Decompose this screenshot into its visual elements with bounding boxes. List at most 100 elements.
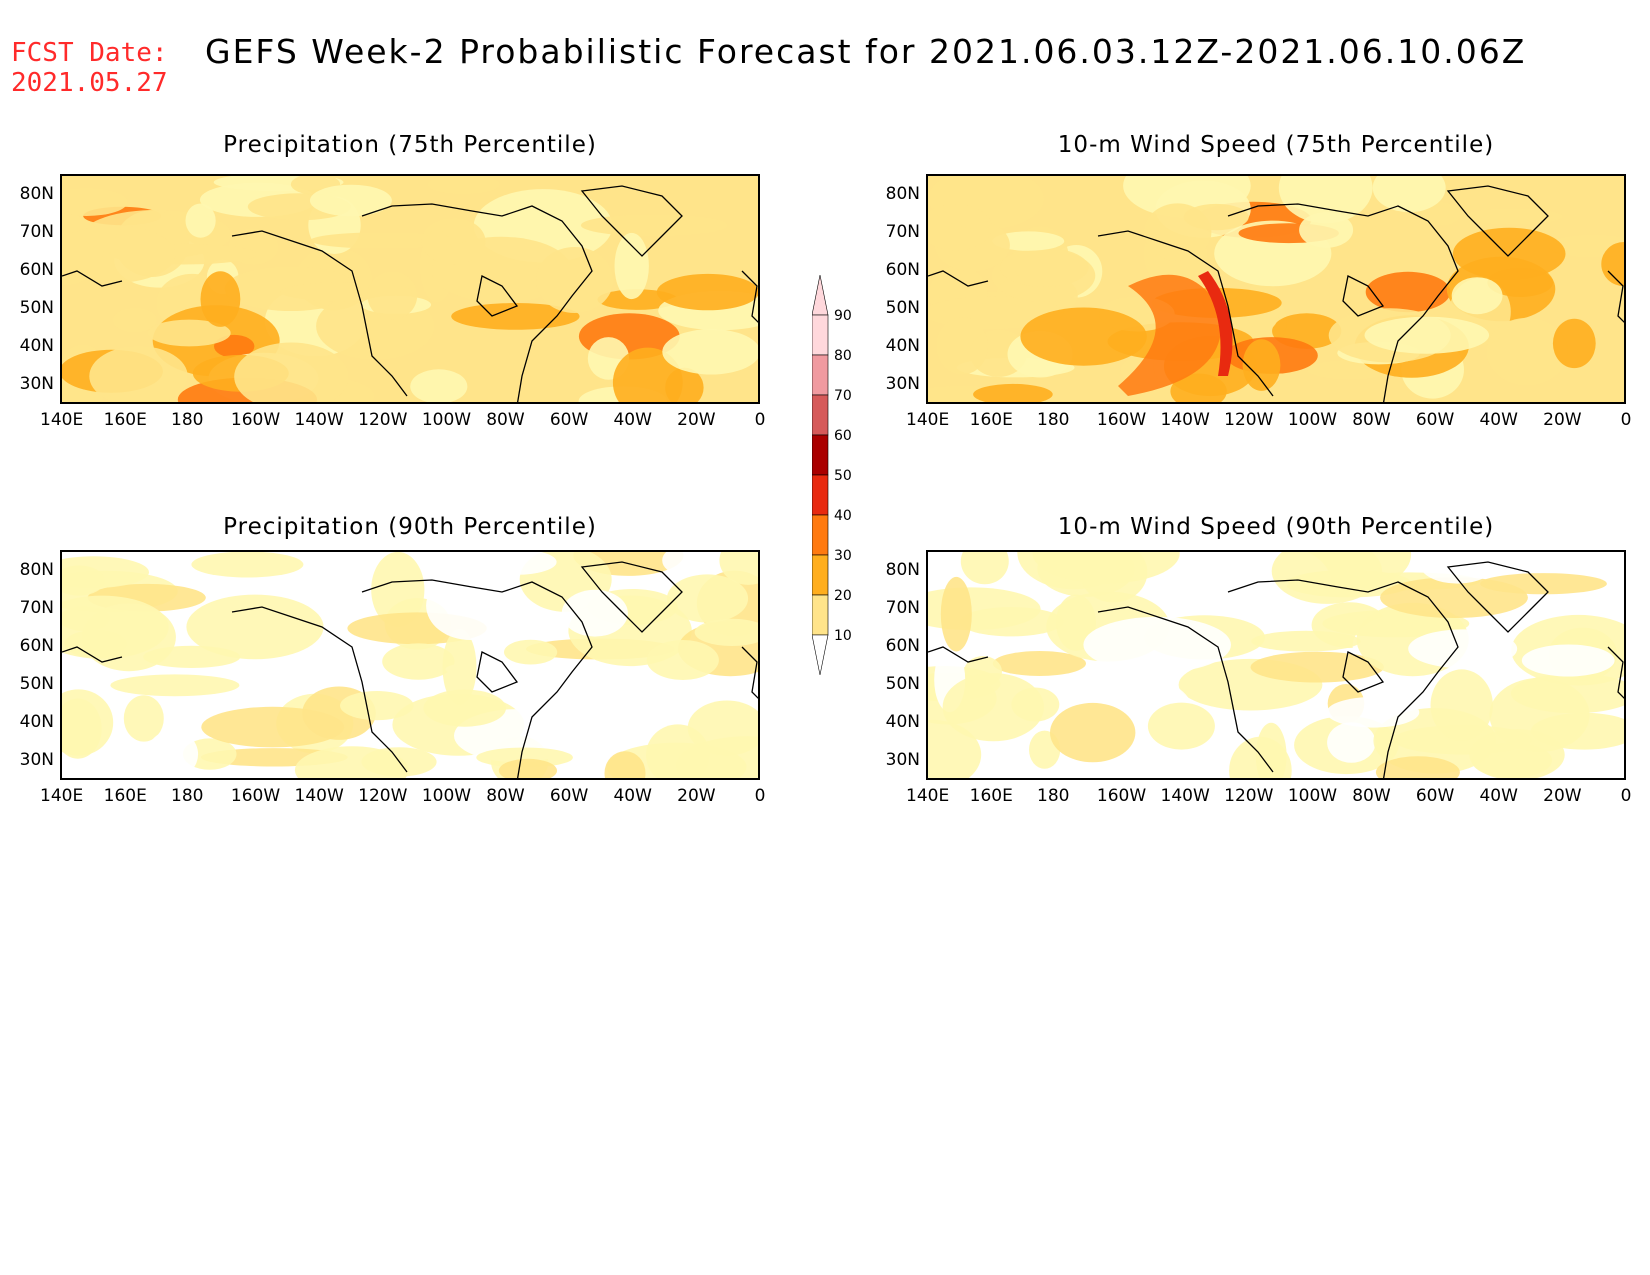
map-precip90 (60, 550, 760, 780)
x-tick-label: 160E (103, 786, 147, 806)
y-tick-label: 80N (19, 184, 54, 204)
fcst-date-value: 2021.05.27 (11, 68, 168, 98)
colorbar-segment (811, 314, 829, 356)
x-tick-label: 140W (294, 410, 344, 430)
colorbar-label: 20 (834, 588, 852, 604)
map-field-wind90 (928, 552, 1624, 778)
colorbar-segment (811, 434, 829, 476)
x-tick-label: 100W (421, 786, 472, 806)
x-tick-label: 0 (1620, 410, 1632, 430)
x-tick-label: 20W (677, 410, 716, 430)
map-precip75 (60, 174, 760, 404)
panel-title-precip75: Precipitation (75th Percentile) (223, 132, 597, 158)
y-tick-label: 70N (885, 222, 920, 242)
x-tick-label: 180 (171, 410, 204, 430)
map-field-precip75 (62, 176, 758, 402)
panel-title-wind90: 10-m Wind Speed (90th Percentile) (1057, 514, 1495, 540)
x-tick-label: 120W (358, 410, 408, 430)
x-tick-label: 100W (1287, 410, 1338, 430)
colorbar-label: 80 (834, 348, 852, 364)
y-tick-label: 60N (19, 636, 54, 656)
y-tick-label: 50N (19, 298, 54, 318)
x-tick-label: 140E (40, 410, 84, 430)
y-tick-label: 50N (885, 298, 920, 318)
x-tick-label: 120W (1224, 410, 1274, 430)
colorbar-segment (811, 474, 829, 516)
x-tick-label: 0 (754, 786, 766, 806)
x-tick-label: 140W (294, 786, 344, 806)
colorbar-segment (811, 394, 829, 436)
colorbar-bottom-tip (811, 634, 829, 676)
colorbar-label: 10 (834, 628, 852, 644)
page-title: GEFS Week-2 Probabilistic Forecast for 2… (205, 32, 1527, 71)
y-tick-label: 40N (19, 712, 54, 732)
colorbar-graphic: 90 80 70 60 50 40 30 20 10 (811, 274, 852, 676)
y-tick-label: 30N (885, 750, 920, 770)
y-tick-label: 80N (19, 560, 54, 580)
x-tick-label: 20W (1543, 786, 1582, 806)
panel-title-wind75: 10-m Wind Speed (75th Percentile) (1057, 132, 1495, 158)
x-tick-label: 0 (1620, 786, 1632, 806)
x-tick-label: 160E (103, 410, 147, 430)
colorbar-label: 50 (834, 468, 852, 484)
x-tick-label: 120W (1224, 786, 1274, 806)
x-tick-label: 80W (486, 410, 525, 430)
y-tick-label: 40N (885, 336, 920, 356)
x-tick-label: 180 (1037, 786, 1070, 806)
x-tick-label: 40W (613, 786, 652, 806)
map-field-wind75 (928, 176, 1624, 402)
map-field-precip90 (62, 552, 758, 778)
x-tick-label: 140E (906, 786, 950, 806)
map-wind90 (926, 550, 1626, 780)
coastline-precip75 (62, 185, 758, 402)
x-tick-label: 160W (230, 786, 281, 806)
y-tick-label: 40N (885, 712, 920, 732)
x-tick-label: 180 (1037, 410, 1070, 430)
x-tick-label: 80W (1352, 786, 1391, 806)
x-tick-label: 160E (969, 410, 1013, 430)
y-tick-label: 60N (885, 636, 920, 656)
x-tick-label: 140E (40, 786, 84, 806)
coastline-wind90 (928, 561, 1624, 778)
x-tick-label: 40W (1479, 410, 1518, 430)
colorbar-label: 60 (834, 428, 852, 444)
x-tick-label: 60W (549, 410, 589, 430)
x-tick-label: 100W (421, 410, 472, 430)
x-tick-label: 20W (1543, 410, 1582, 430)
x-tick-label: 140W (1160, 410, 1210, 430)
y-tick-label: 70N (19, 598, 54, 618)
y-tick-label: 70N (19, 222, 54, 242)
x-tick-label: 160E (969, 786, 1013, 806)
x-tick-label: 160W (230, 410, 281, 430)
y-tick-label: 40N (19, 336, 54, 356)
x-tick-label: 60W (549, 786, 589, 806)
y-tick-label: 60N (885, 260, 920, 280)
x-tick-label: 160W (1096, 410, 1147, 430)
colorbar-label: 90 (834, 308, 852, 324)
x-tick-label: 60W (1415, 410, 1455, 430)
x-tick-label: 180 (171, 786, 204, 806)
x-tick-label: 120W (358, 786, 408, 806)
y-tick-label: 60N (19, 260, 54, 280)
y-tick-label: 70N (885, 598, 920, 618)
coastline-precip90 (62, 561, 758, 778)
x-tick-label: 160W (1096, 786, 1147, 806)
colorbar-top-tip (811, 274, 829, 316)
forecast-date-block: FCST Date: 2021.05.27 (11, 38, 168, 98)
colorbar-segment (811, 354, 829, 396)
colorbar-segment (811, 554, 829, 596)
y-tick-label: 30N (19, 374, 54, 394)
colorbar-label: 40 (834, 508, 852, 524)
x-tick-label: 140W (1160, 786, 1210, 806)
colorbar-label: 70 (834, 388, 852, 404)
x-tick-label: 80W (1352, 410, 1391, 430)
x-tick-label: 20W (677, 786, 716, 806)
x-tick-label: 100W (1287, 786, 1338, 806)
colorbar-segment (811, 514, 829, 556)
y-tick-label: 50N (885, 674, 920, 694)
y-tick-label: 80N (885, 560, 920, 580)
x-tick-label: 80W (486, 786, 525, 806)
coastline-wind75 (928, 185, 1624, 402)
y-tick-label: 30N (885, 374, 920, 394)
y-tick-label: 50N (19, 674, 54, 694)
